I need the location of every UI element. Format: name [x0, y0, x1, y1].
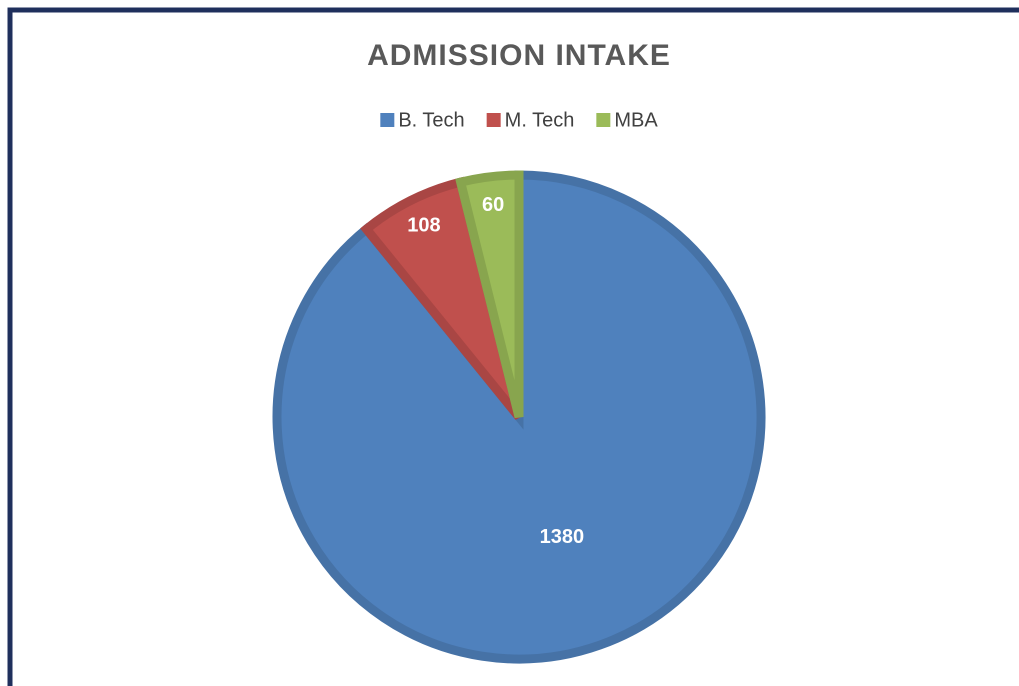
legend-swatch [596, 113, 611, 127]
data-labels: 1380 108 60 [407, 194, 584, 548]
legend: B. Tech M. Tech MBA [380, 109, 658, 131]
legend-label: MBA [614, 109, 658, 131]
pie [272, 170, 766, 664]
legend-swatch [486, 113, 501, 127]
data-label: 1380 [540, 526, 585, 548]
pie-slice [455, 170, 524, 419]
legend-swatch [380, 113, 395, 127]
legend-label: M. Tech [505, 109, 575, 131]
data-label: 60 [482, 194, 504, 216]
data-label: 108 [407, 215, 440, 237]
chart-title: ADMISSION INTAKE [367, 39, 671, 72]
legend-label: B. Tech [398, 109, 464, 131]
